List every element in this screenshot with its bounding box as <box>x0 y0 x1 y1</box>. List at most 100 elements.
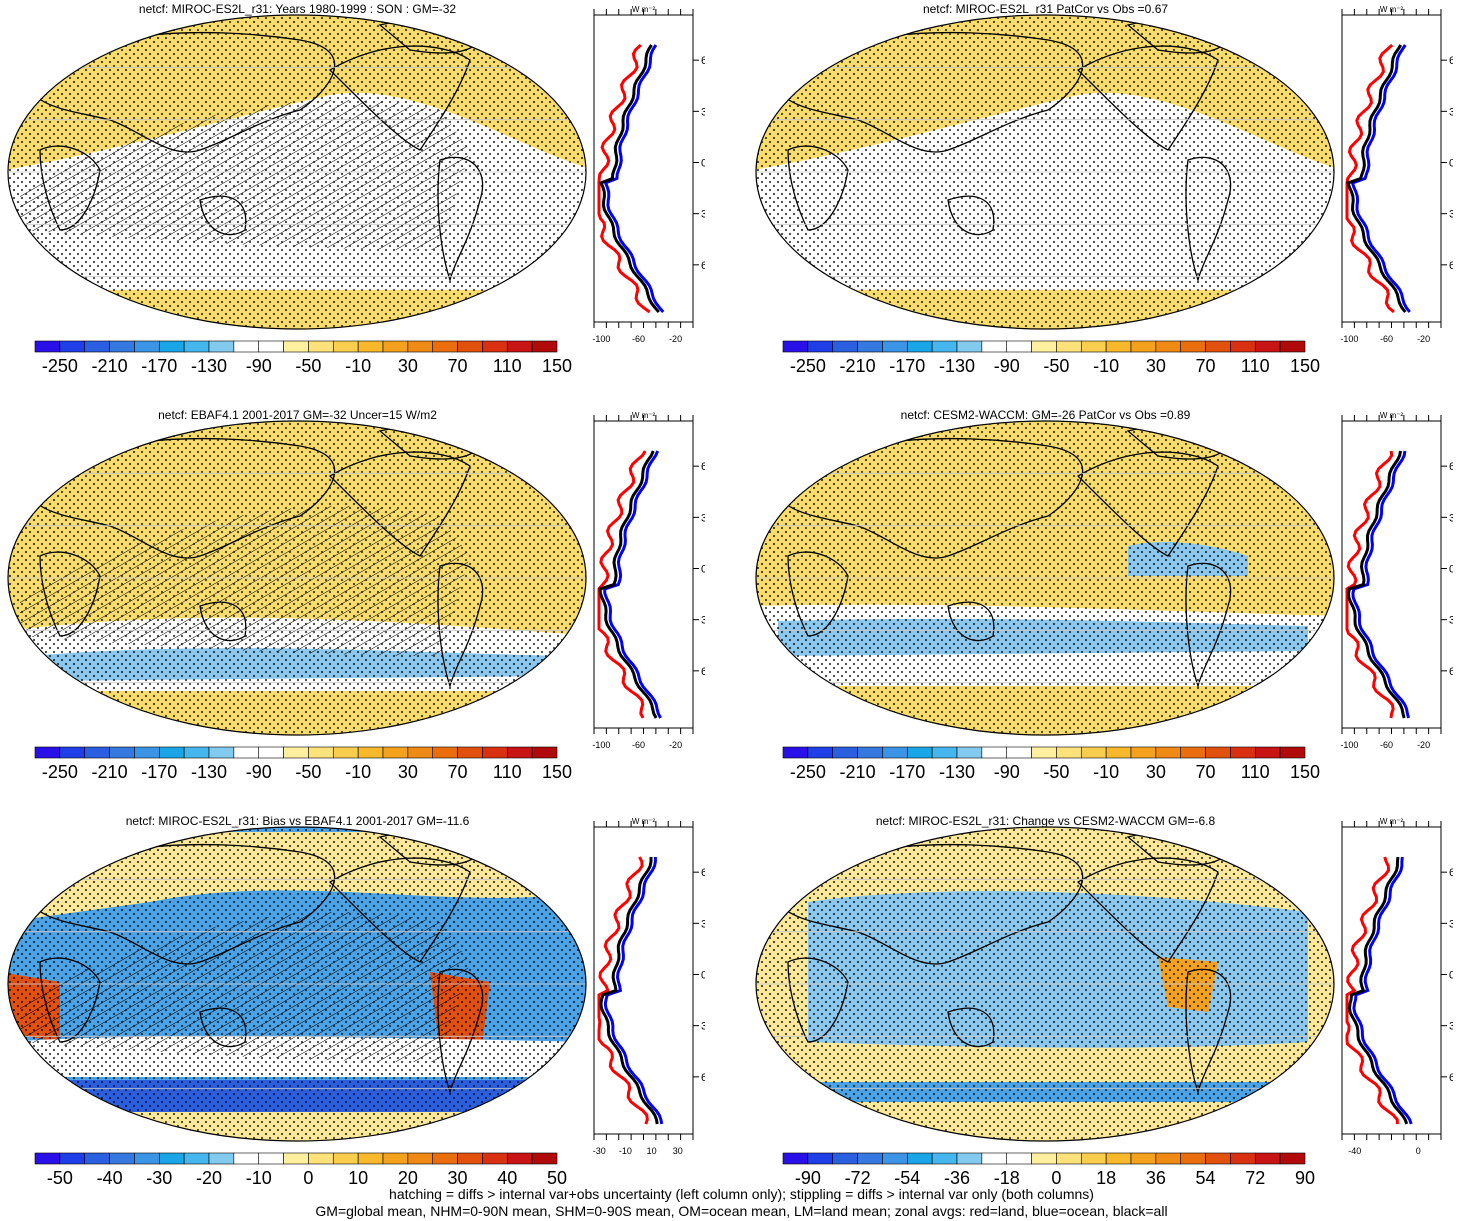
zonal-x-tick-label: -100 <box>1340 334 1358 344</box>
zonal-all-line <box>1346 44 1407 313</box>
zonal-x-tick-label: -20 <box>669 334 682 344</box>
colorbar-swatch <box>857 340 883 353</box>
zonal-y-tick-label: 60N <box>701 867 705 879</box>
zonal-y-tick-label: 0 <box>701 158 705 170</box>
zonal-x-tick-label: 30 <box>673 1146 683 1156</box>
colorbar-tick-label: 40 <box>497 1168 517 1188</box>
zonal-y-tick-label: 60S <box>1449 666 1453 678</box>
colorbar-swatch <box>1056 1152 1082 1165</box>
coastline <box>787 551 849 637</box>
colorbar-swatch <box>457 1152 483 1165</box>
colorbar-swatch <box>308 1152 334 1165</box>
zonal-x-tick-label: -10 <box>619 1146 632 1156</box>
colorbar-tick-label: -250 <box>42 762 78 782</box>
colorbar-tick-label: -130 <box>939 356 975 376</box>
panel-title: netcf: MIROC-ES2L_r31: Years 1980-1999 :… <box>138 2 457 16</box>
colorbar-swatch <box>258 746 284 759</box>
colorbar-swatch <box>857 1152 883 1165</box>
zonal-x-tick-label: 10 <box>647 1146 657 1156</box>
colorbar-swatch <box>432 1152 458 1165</box>
colorbar-swatch <box>857 746 883 759</box>
colorbar-tick-label: -210 <box>92 762 128 782</box>
zonal-y-tick-label: 30S <box>1449 1021 1453 1033</box>
colorbar-swatch <box>931 746 958 759</box>
colorbar-swatch <box>807 746 834 759</box>
colorbar-swatch <box>1155 746 1182 759</box>
colorbar: -50 -40 -30 -20 -10 0 10 20 30 40 50 <box>34 1152 567 1188</box>
coastline <box>1185 156 1232 283</box>
colorbar-tick-label: -90 <box>795 1168 821 1188</box>
colorbar-swatch <box>357 340 384 353</box>
colorbar-tick-label: 150 <box>1290 762 1320 782</box>
panel-title: netcf: MIROC-ES2L_r31 PatCor vs Obs =0.6… <box>922 2 1169 16</box>
map-border <box>755 420 1335 736</box>
colorbar-swatch <box>1080 340 1107 353</box>
world-map <box>755 420 1335 736</box>
colorbar-swatch <box>1105 1152 1132 1165</box>
coastline <box>328 451 471 557</box>
colorbar-swatch <box>382 746 409 759</box>
colorbar-tick-label: 110 <box>493 356 522 376</box>
zonal-mean-plot: W m⁻²-100-60-2060N30N030S60S <box>592 5 705 344</box>
footnote-line-2: GM=global mean, NHM=0-90N mean, SHM=0-90… <box>315 1203 1168 1219</box>
colorbar-swatch <box>283 1152 309 1165</box>
colorbar-swatch <box>407 340 434 353</box>
colorbar-swatch <box>782 746 809 759</box>
zonal-mean-plot: W m⁻²-100-60-2060N30N030S60S <box>1340 411 1453 750</box>
colorbar-swatch <box>59 340 86 353</box>
colorbar: -250 -210 -170 -130 -90 -50 -10 30 70 110 150 <box>34 746 572 782</box>
colorbar-swatch <box>1279 1152 1306 1165</box>
zonal-y-tick-label: 60S <box>701 260 705 272</box>
colorbar-swatch <box>357 1152 384 1165</box>
colorbar-tick-label: 10 <box>348 1168 368 1188</box>
zonal-all-line <box>599 857 659 1125</box>
colorbar-swatch <box>258 1152 284 1165</box>
colorbar-swatch <box>109 340 135 353</box>
zonal-land-line <box>1345 856 1399 1125</box>
colorbar-swatch <box>432 340 458 353</box>
colorbar-swatch <box>506 340 533 353</box>
colorbar-tick-label: -54 <box>894 1168 920 1188</box>
colorbar-swatch <box>1031 340 1057 353</box>
zonal-y-tick-label: 30N <box>1449 512 1453 524</box>
colorbar-tick-label: -90 <box>994 356 1020 376</box>
hatch-overlay <box>20 911 470 1062</box>
colorbar-swatch <box>34 746 61 759</box>
colorbar-tick-label: 30 <box>448 1168 468 1188</box>
zonal-all-line <box>599 44 660 313</box>
zonal-x-tick-label: -60 <box>632 740 645 750</box>
zonal-y-tick-label: 60N <box>701 461 705 473</box>
colorbar-swatch <box>882 746 908 759</box>
colorbar-swatch <box>183 1152 210 1165</box>
panel-title: netcf: EBAF4.1 2001-2017 GM=-32 Uncer=15… <box>158 408 437 422</box>
zonal-land-line <box>597 450 647 719</box>
colorbar-tick-label: 30 <box>398 762 418 782</box>
colorbar-tick-label: -10 <box>345 762 371 782</box>
zonal-y-tick-label: 30S <box>1449 209 1453 221</box>
colorbar-swatch <box>382 340 409 353</box>
colorbar-swatch <box>1006 340 1032 353</box>
zonal-land-line <box>597 43 651 314</box>
world-map <box>755 14 1335 330</box>
colorbar-tick-label: -130 <box>939 762 975 782</box>
zonal-y-tick-label: 30S <box>701 615 705 627</box>
colorbar-swatch <box>1180 340 1206 353</box>
colorbar-swatch <box>407 1152 434 1165</box>
colorbar-swatch <box>1230 746 1256 759</box>
colorbar-swatch <box>158 340 185 353</box>
zonal-mean-plot: W m⁻²-100-60-2060N30N030S60S <box>592 411 705 750</box>
colorbar-swatch <box>84 746 110 759</box>
colorbar-swatch <box>432 746 458 759</box>
colorbar-swatch <box>283 340 309 353</box>
colorbar-tick-label: 72 <box>1245 1168 1265 1188</box>
zonal-y-tick-label: 60N <box>1449 55 1453 67</box>
colorbar-tick-label: -30 <box>146 1168 172 1188</box>
colorbar-tick-label: -10 <box>345 356 371 376</box>
panel-change: netcf: MIROC-ES2L_r31: Change vs CESM2-W… <box>748 812 1483 1217</box>
coastline <box>787 145 849 231</box>
colorbar-swatch <box>308 746 334 759</box>
map-border <box>755 826 1335 1142</box>
colorbar-swatch <box>531 1152 558 1165</box>
colorbar-swatch <box>34 340 61 353</box>
